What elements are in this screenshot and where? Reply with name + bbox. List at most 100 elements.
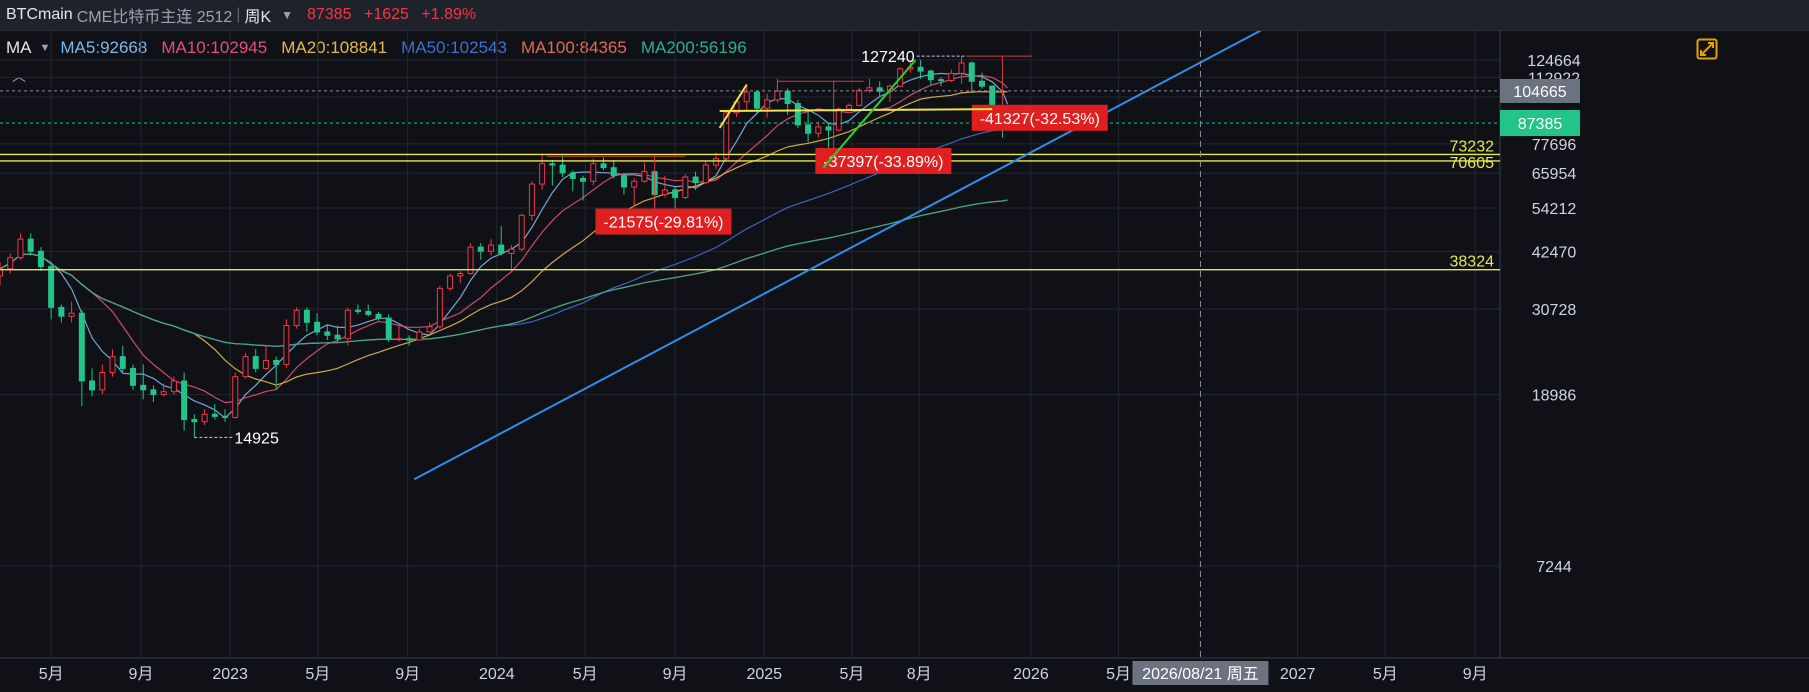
candle-body — [0, 268, 3, 277]
candle-body — [528, 183, 535, 216]
candle-body — [222, 415, 229, 418]
candle-body — [293, 309, 300, 326]
candle-body — [58, 306, 65, 317]
crosshair-price-label: 104665 — [1513, 84, 1566, 101]
candle-body — [447, 275, 454, 289]
candle-body — [160, 391, 167, 395]
candle-body — [938, 79, 945, 82]
x-tick-label: 9月 — [129, 666, 154, 683]
candle-body — [283, 324, 290, 365]
crosshair-date-tag — [1132, 661, 1269, 685]
ma20-line — [0, 91, 1008, 386]
candle-body — [856, 89, 863, 106]
candle-body — [457, 273, 464, 277]
ma-indicator-label[interactable]: MA — [6, 38, 32, 57]
candle-body — [375, 313, 382, 319]
y-tick-label: 7244 — [1536, 559, 1572, 576]
x-tick-label: 2025 — [746, 666, 782, 683]
candle-body — [723, 112, 730, 160]
y-tick-label: 30728 — [1532, 302, 1577, 319]
trendline — [413, 31, 1262, 481]
symbol-code[interactable]: BTCmain — [6, 6, 73, 23]
period-selector[interactable]: 周K — [244, 9, 272, 26]
candle-body — [764, 99, 771, 109]
candle-body — [232, 376, 239, 418]
candle-body — [978, 80, 985, 87]
candle-body — [600, 163, 607, 169]
candle-body — [7, 257, 14, 270]
contract-name: CME比特币主连 2512 — [76, 9, 233, 26]
candle-body — [37, 250, 44, 268]
candle-body — [498, 244, 505, 254]
candle-body — [477, 246, 484, 252]
candle-body — [129, 367, 136, 386]
chevron-down-icon[interactable]: ▼ — [39, 42, 51, 54]
last-price-tag — [1500, 110, 1580, 137]
x-tick-label: 5月 — [1106, 666, 1131, 683]
y-tick-label: 54212 — [1532, 201, 1577, 218]
drawdown-label: -21575(-29.81%) — [603, 215, 723, 232]
candle-body — [303, 309, 310, 323]
candle-body — [825, 126, 832, 131]
x-tick-label: 5月 — [1373, 666, 1398, 683]
price-chart[interactable]: 7323270605383241246641129221011807769665… — [0, 31, 1809, 692]
y-tick-label: 77696 — [1532, 137, 1577, 154]
ma10-value: MA10:102945 — [161, 38, 268, 57]
chevron-up-icon[interactable]: ︿ — [12, 68, 26, 84]
expand-icon[interactable] — [1696, 38, 1718, 60]
candle-body — [385, 317, 392, 340]
candle-body — [958, 62, 965, 74]
quote-summary: 87385 +1625 +1.89% — [307, 6, 484, 24]
high-label: 127240 — [861, 49, 914, 66]
candle-body — [181, 380, 188, 421]
candle-body — [661, 189, 668, 195]
ma-legend: MA ▼ MA5:92668 MA10:102945 MA20:108841 M… — [6, 38, 761, 58]
level-label: 70605 — [1450, 155, 1495, 172]
level-label: 38324 — [1450, 254, 1495, 271]
candle-body — [539, 163, 546, 185]
candle-body — [201, 413, 208, 423]
candle-body — [580, 177, 587, 182]
ma20-value: MA20:108841 — [281, 38, 388, 57]
candle-body — [692, 176, 699, 184]
candle-body — [487, 244, 494, 252]
candle-body — [805, 124, 812, 134]
candle-body — [273, 359, 280, 365]
candle-body — [48, 266, 55, 308]
candle-body — [948, 72, 955, 81]
y-tick-label: 18986 — [1532, 388, 1577, 405]
level-label: 73232 — [1450, 138, 1495, 155]
candle-body — [569, 172, 576, 179]
candle-body — [416, 331, 423, 341]
ma10-line — [0, 74, 1008, 404]
candle-body — [436, 287, 443, 328]
candle-body — [866, 87, 873, 91]
candle-body — [784, 90, 791, 105]
candle-body — [406, 338, 413, 341]
candle-body — [610, 167, 617, 177]
candle-body — [518, 214, 525, 250]
symbol-header: BTCmain CME比特币主连 2512 | 周K ▼ 87385 +1625… — [0, 0, 1809, 31]
x-tick-label: 2026 — [1013, 666, 1049, 683]
crosshair-price-tag — [1500, 78, 1580, 103]
x-tick-label: 5月 — [573, 666, 598, 683]
drawdown-label-box — [815, 147, 952, 174]
uptrend-drawing — [822, 59, 917, 169]
x-tick-label: 5月 — [305, 666, 330, 683]
ma5-value: MA5:92668 — [60, 38, 148, 57]
candle-body — [846, 104, 853, 110]
candle-body — [917, 66, 924, 72]
candle-body — [191, 419, 198, 423]
chevron-down-icon[interactable]: ▼ — [281, 8, 294, 22]
candle-body — [702, 164, 709, 184]
candle-body — [170, 380, 177, 393]
candle-body — [927, 70, 934, 81]
candle-body — [559, 164, 566, 174]
neckline-drawing — [719, 108, 993, 112]
candle-body — [324, 331, 331, 336]
candle-body — [109, 356, 116, 373]
candle-body — [641, 171, 648, 182]
y-tick-label: 42470 — [1532, 244, 1577, 261]
ma200-value: MA200:56196 — [640, 38, 747, 57]
x-tick-label: 9月 — [663, 666, 688, 683]
